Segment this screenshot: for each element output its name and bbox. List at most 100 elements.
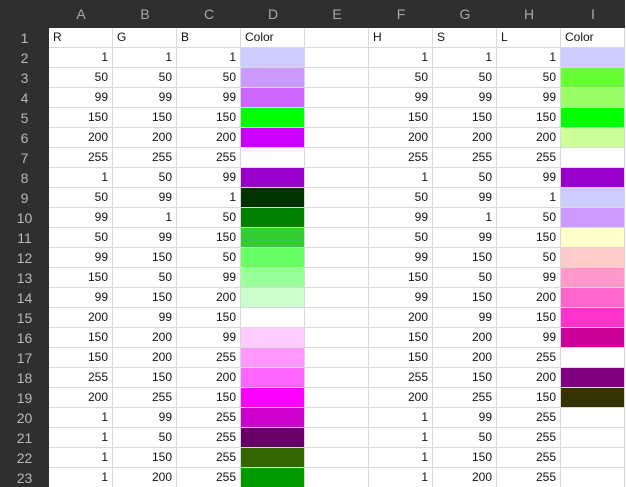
row-header-20[interactable]: 20 <box>0 408 49 428</box>
cell-e3[interactable] <box>305 68 369 88</box>
cell-b7[interactable]: 255 <box>113 148 177 168</box>
cell-h16[interactable]: 99 <box>497 328 561 348</box>
cell-h6[interactable]: 200 <box>497 128 561 148</box>
cell-e11[interactable] <box>305 228 369 248</box>
cell-d22[interactable] <box>241 448 305 468</box>
column-header-b[interactable]: B <box>113 0 177 28</box>
cell-h17[interactable]: 255 <box>497 348 561 368</box>
cell-a18[interactable]: 255 <box>49 368 113 388</box>
cell-d4[interactable] <box>241 88 305 108</box>
row-header-7[interactable]: 7 <box>0 148 49 168</box>
cell-e21[interactable] <box>305 428 369 448</box>
cell-a3[interactable]: 50 <box>49 68 113 88</box>
cell-c18[interactable]: 200 <box>177 368 241 388</box>
cell-i19[interactable] <box>561 388 625 408</box>
cell-a12[interactable]: 99 <box>49 248 113 268</box>
cell-c8[interactable]: 99 <box>177 168 241 188</box>
cell-g7[interactable]: 255 <box>433 148 497 168</box>
cell-a21[interactable]: 1 <box>49 428 113 448</box>
row-header-5[interactable]: 5 <box>0 108 49 128</box>
cell-i1[interactable]: Color <box>561 28 625 48</box>
cell-d2[interactable] <box>241 48 305 68</box>
column-header-g[interactable]: G <box>433 0 497 28</box>
cell-f6[interactable]: 200 <box>369 128 433 148</box>
cell-b13[interactable]: 50 <box>113 268 177 288</box>
cell-g20[interactable]: 99 <box>433 408 497 428</box>
cell-d7[interactable] <box>241 148 305 168</box>
cell-d19[interactable] <box>241 388 305 408</box>
cell-e13[interactable] <box>305 268 369 288</box>
row-header-23[interactable]: 23 <box>0 468 49 487</box>
cell-b17[interactable]: 200 <box>113 348 177 368</box>
cell-c3[interactable]: 50 <box>177 68 241 88</box>
cell-c14[interactable]: 200 <box>177 288 241 308</box>
cell-a2[interactable]: 1 <box>49 48 113 68</box>
cell-c23[interactable]: 255 <box>177 468 241 487</box>
cell-g16[interactable]: 200 <box>433 328 497 348</box>
cell-d5[interactable] <box>241 108 305 128</box>
cell-a9[interactable]: 50 <box>49 188 113 208</box>
row-header-3[interactable]: 3 <box>0 68 49 88</box>
cell-d3[interactable] <box>241 68 305 88</box>
cell-i18[interactable] <box>561 368 625 388</box>
cell-d20[interactable] <box>241 408 305 428</box>
cell-h11[interactable]: 150 <box>497 228 561 248</box>
cell-g12[interactable]: 150 <box>433 248 497 268</box>
cell-d23[interactable] <box>241 468 305 487</box>
cell-i22[interactable] <box>561 448 625 468</box>
cell-c2[interactable]: 1 <box>177 48 241 68</box>
column-header-c[interactable]: C <box>177 0 241 28</box>
row-header-13[interactable]: 13 <box>0 268 49 288</box>
cell-c9[interactable]: 1 <box>177 188 241 208</box>
cell-i20[interactable] <box>561 408 625 428</box>
cell-c16[interactable]: 99 <box>177 328 241 348</box>
cell-i16[interactable] <box>561 328 625 348</box>
cell-d13[interactable] <box>241 268 305 288</box>
cell-a20[interactable]: 1 <box>49 408 113 428</box>
cell-c17[interactable]: 255 <box>177 348 241 368</box>
cell-h20[interactable]: 255 <box>497 408 561 428</box>
cell-h9[interactable]: 1 <box>497 188 561 208</box>
cell-b5[interactable]: 150 <box>113 108 177 128</box>
cell-e19[interactable] <box>305 388 369 408</box>
cell-c5[interactable]: 150 <box>177 108 241 128</box>
cell-a4[interactable]: 99 <box>49 88 113 108</box>
cell-e15[interactable] <box>305 308 369 328</box>
cell-a13[interactable]: 150 <box>49 268 113 288</box>
cell-g17[interactable]: 200 <box>433 348 497 368</box>
cell-i13[interactable] <box>561 268 625 288</box>
cell-i6[interactable] <box>561 128 625 148</box>
row-header-10[interactable]: 10 <box>0 208 49 228</box>
cell-i7[interactable] <box>561 148 625 168</box>
cell-h13[interactable]: 99 <box>497 268 561 288</box>
cell-f1[interactable]: H <box>369 28 433 48</box>
cell-b18[interactable]: 150 <box>113 368 177 388</box>
cell-i14[interactable] <box>561 288 625 308</box>
row-header-11[interactable]: 11 <box>0 228 49 248</box>
cell-d17[interactable] <box>241 348 305 368</box>
cell-i17[interactable] <box>561 348 625 368</box>
cell-h3[interactable]: 50 <box>497 68 561 88</box>
cell-h12[interactable]: 50 <box>497 248 561 268</box>
cell-g14[interactable]: 150 <box>433 288 497 308</box>
column-header-f[interactable]: F <box>369 0 433 28</box>
select-all-corner[interactable] <box>0 0 49 28</box>
cell-f20[interactable]: 1 <box>369 408 433 428</box>
cell-c19[interactable]: 150 <box>177 388 241 408</box>
cell-e20[interactable] <box>305 408 369 428</box>
cell-h19[interactable]: 150 <box>497 388 561 408</box>
cell-h18[interactable]: 200 <box>497 368 561 388</box>
cell-g15[interactable]: 99 <box>433 308 497 328</box>
cell-g19[interactable]: 255 <box>433 388 497 408</box>
cell-e2[interactable] <box>305 48 369 68</box>
cell-b1[interactable]: G <box>113 28 177 48</box>
cell-a22[interactable]: 1 <box>49 448 113 468</box>
cell-h7[interactable]: 255 <box>497 148 561 168</box>
cell-c12[interactable]: 50 <box>177 248 241 268</box>
cell-a5[interactable]: 150 <box>49 108 113 128</box>
row-header-9[interactable]: 9 <box>0 188 49 208</box>
cell-h4[interactable]: 99 <box>497 88 561 108</box>
row-header-6[interactable]: 6 <box>0 128 49 148</box>
column-header-i[interactable]: I <box>561 0 625 28</box>
cell-c20[interactable]: 255 <box>177 408 241 428</box>
